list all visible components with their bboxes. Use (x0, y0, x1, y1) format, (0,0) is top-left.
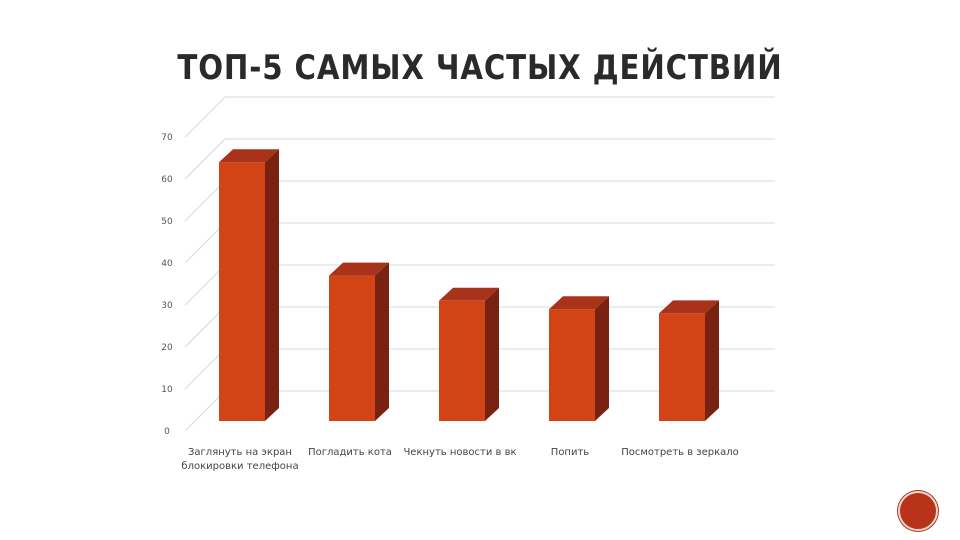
grid-diagonal-20 (184, 306, 226, 348)
x-category-label: Посмотреть в зеркало (621, 447, 739, 458)
bar-side (265, 149, 279, 421)
bar (659, 313, 705, 421)
bar-top (439, 287, 499, 301)
y-tick-label: 60 (161, 175, 173, 185)
bar (329, 275, 375, 421)
grid-diagonal-50 (184, 180, 226, 222)
bar (219, 162, 265, 421)
bar (439, 300, 485, 421)
y-tick-label: 0 (164, 427, 170, 437)
grid-diagonal-60 (184, 138, 226, 180)
bar-top (659, 300, 719, 314)
y-tick-label: 20 (161, 343, 173, 353)
x-category-label: Чекнуть новости в вк (403, 447, 516, 458)
bar-side (375, 262, 389, 421)
y-tick-label: 70 (161, 133, 173, 143)
bar-side (595, 296, 609, 421)
bar-top (329, 262, 389, 276)
grid-diagonal-70 (184, 96, 226, 138)
grid-diagonal-10 (184, 348, 226, 390)
chart-title: ТОП-5 САМЫХ ЧАСТЫХ ДЕЙСТВИЙ (177, 48, 783, 88)
slide-badge-icon (898, 491, 938, 531)
y-tick-label: 50 (161, 217, 173, 227)
bar (549, 309, 595, 421)
y-tick-label: 30 (161, 301, 173, 311)
y-tick-label: 10 (161, 385, 173, 395)
y-tick-label: 40 (161, 259, 173, 269)
grid-diagonal-40 (184, 222, 226, 264)
bar-top (549, 296, 609, 310)
bar-side (485, 287, 499, 421)
grid-diagonal-30 (184, 264, 226, 306)
x-category-label: Погладить кота (308, 447, 392, 458)
bar-top (219, 149, 279, 163)
x-category-label: Попить (551, 447, 590, 458)
grid-diagonal-0 (184, 390, 226, 432)
x-category-label: Заглянуть на экран (188, 447, 292, 458)
bar-side (705, 300, 719, 421)
x-category-label: блокировки телефона (181, 461, 298, 472)
